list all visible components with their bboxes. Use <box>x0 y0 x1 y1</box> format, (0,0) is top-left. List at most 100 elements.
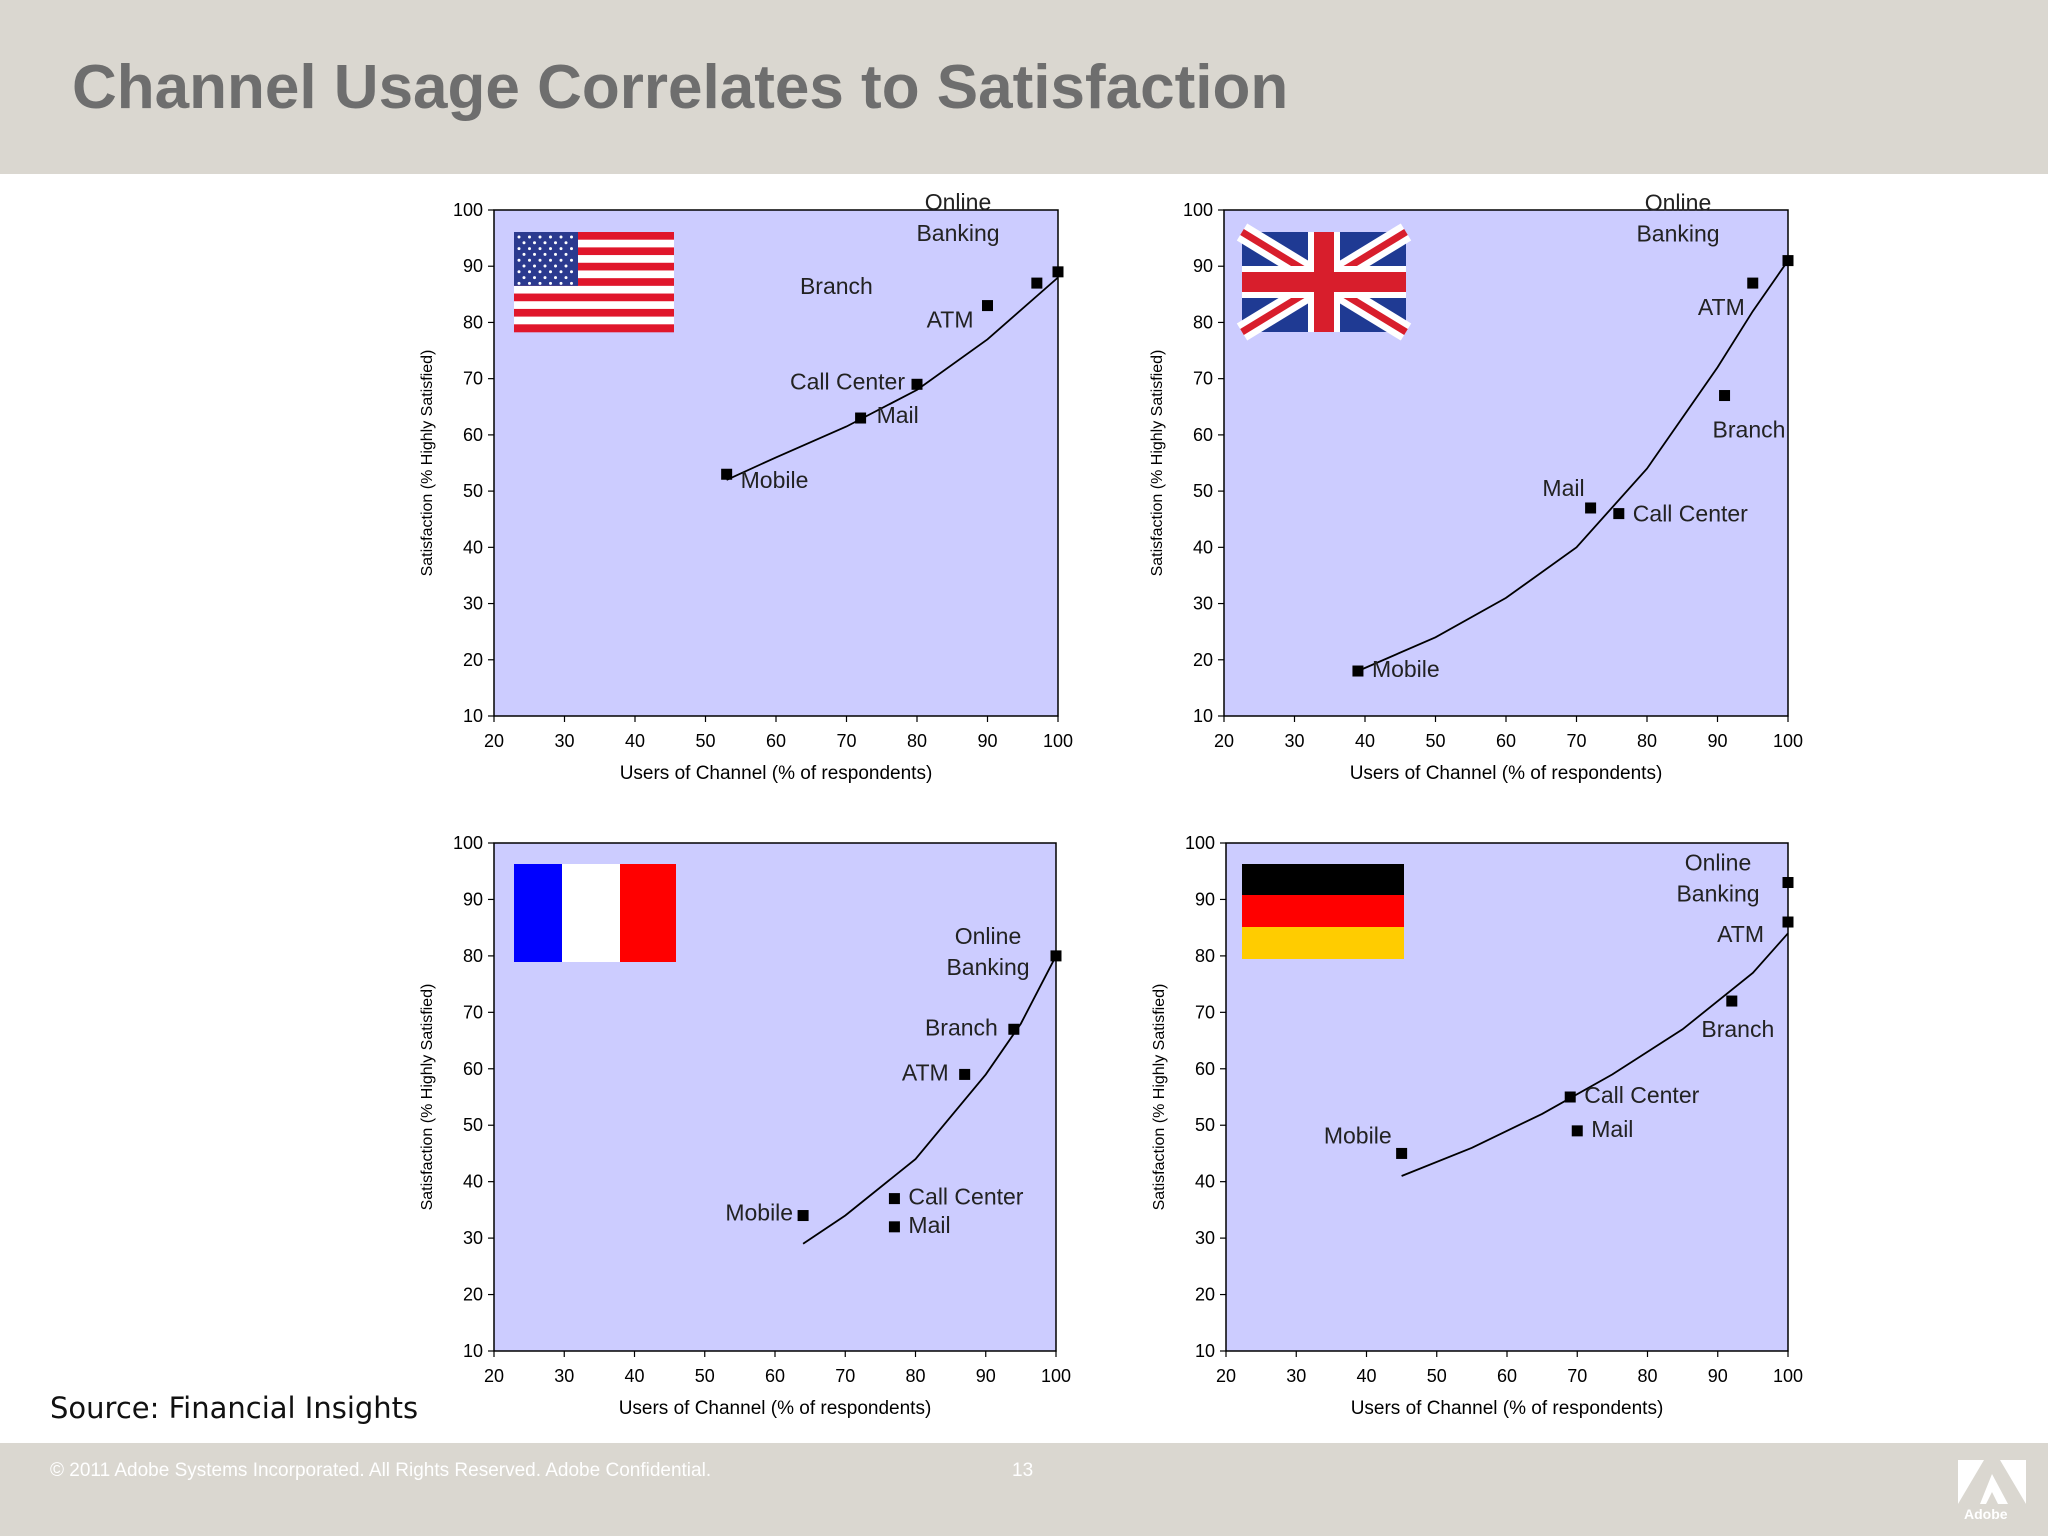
point-label-branch: Branch <box>1701 1016 1774 1042</box>
flag-band <box>1242 895 1404 927</box>
point-label-mobile: Mobile <box>741 467 809 493</box>
adobe-logo-icon <box>1958 1460 2026 1504</box>
point-label-call-center: Call Center <box>1633 501 1748 527</box>
point-label-online-banking: Online Banking <box>1676 850 1759 907</box>
x-axis-label: Users of Channel (% of respondents) <box>1351 1398 1664 1419</box>
y-tick-label: 30 <box>1195 1228 1215 1248</box>
y-tick-label: 90 <box>1193 256 1213 276</box>
x-tick-label: 80 <box>1637 731 1657 751</box>
x-tick-label: 20 <box>1216 1366 1236 1386</box>
flag-star <box>564 264 568 268</box>
point-label-mail: Mail <box>877 402 919 428</box>
flag-band <box>562 864 620 962</box>
y-axis-label: Satisfaction (% Highly Satisfied) <box>419 350 436 577</box>
y-tick-label: 40 <box>1193 537 1213 557</box>
x-axis-label: Users of Channel (% of respondents) <box>619 1398 932 1419</box>
flag-stripe <box>514 239 674 248</box>
point-label-atm: ATM <box>1717 921 1764 947</box>
y-axis-label: Satisfaction (% Highly Satisfied) <box>1149 350 1166 577</box>
y-tick-label: 10 <box>463 1341 483 1361</box>
flag-star <box>549 258 552 262</box>
x-tick-label: 50 <box>695 731 715 751</box>
page-title: Channel Usage Correlates to Satisfaction <box>72 53 1289 122</box>
data-point-mail <box>1585 502 1597 514</box>
y-tick-label: 40 <box>463 537 483 557</box>
y-tick-label: 10 <box>1195 1341 1215 1361</box>
y-tick-label: 60 <box>1193 425 1213 445</box>
data-point-mobile <box>797 1210 809 1222</box>
point-label-atm: ATM <box>902 1059 949 1085</box>
flag-star <box>549 270 552 274</box>
data-point-mail <box>888 1221 900 1233</box>
x-axis-label: Users of Channel (% of respondents) <box>620 763 933 784</box>
y-tick-label: 70 <box>1193 369 1213 389</box>
x-tick-label: 50 <box>1427 1366 1447 1386</box>
chart-france: 20 30 40 50 60 70 80 90 100102030405060708090100… <box>419 833 1071 1419</box>
flag-star <box>543 276 547 280</box>
point-label-call-center: Call Center <box>1584 1082 1699 1108</box>
y-tick-label: 20 <box>1193 650 1213 670</box>
data-point-online-banking <box>1782 877 1794 889</box>
flag-star <box>570 258 573 262</box>
flag-stripe <box>514 308 674 317</box>
flag-star <box>538 247 542 251</box>
x-tick-label: 50 <box>1425 731 1445 751</box>
y-tick-label: 20 <box>1195 1285 1215 1305</box>
flag-cross-red <box>1242 272 1406 292</box>
flag-band <box>1242 927 1404 959</box>
flag-star <box>564 276 568 280</box>
y-tick-label: 60 <box>1195 1059 1215 1079</box>
flag-star <box>522 241 526 245</box>
data-point-mail <box>1571 1125 1583 1137</box>
flag-star <box>570 247 573 251</box>
y-tick-label: 60 <box>463 1059 483 1079</box>
y-tick-label: 50 <box>463 481 483 501</box>
label-line: Banking <box>1676 881 1759 907</box>
x-tick-label: 90 <box>1707 731 1727 751</box>
data-point-branch <box>1719 390 1731 402</box>
data-point-branch <box>1726 995 1738 1007</box>
label-line: Banking <box>916 220 999 246</box>
flag-star <box>549 235 552 239</box>
flag-star <box>554 264 557 268</box>
label-line: Banking <box>946 954 1029 980</box>
x-tick-label: 60 <box>1497 1366 1517 1386</box>
y-tick-label: 30 <box>1193 594 1213 614</box>
x-tick-label: 30 <box>1284 731 1304 751</box>
adobe-wordmark: Adobe <box>1964 1506 2008 1522</box>
trend-line <box>802 955 1057 1245</box>
x-tick-label: 20 <box>1214 731 1234 751</box>
flag-star <box>543 252 547 256</box>
x-tick-label: 80 <box>1637 1366 1657 1386</box>
flag-star <box>543 264 547 268</box>
label-line: Online <box>1685 850 1751 876</box>
y-tick-label: 100 <box>453 833 483 853</box>
flag-star <box>528 247 531 251</box>
x-tick-label: 100 <box>1773 731 1803 751</box>
point-label-online-banking: Online Banking <box>1636 190 1719 247</box>
y-tick-label: 20 <box>463 650 483 670</box>
x-tick-label: 40 <box>624 1366 644 1386</box>
data-point-online-banking <box>1050 950 1062 962</box>
data-point-call-center <box>1613 508 1625 520</box>
flag-star <box>517 235 521 239</box>
flag-star <box>538 235 542 239</box>
flag-star <box>570 281 573 285</box>
flag-star <box>517 258 521 262</box>
y-tick-label: 70 <box>463 1002 483 1022</box>
data-point-mail <box>855 412 867 424</box>
data-point-atm <box>1747 277 1759 289</box>
flag-star <box>522 264 526 268</box>
flag-star <box>528 235 531 239</box>
flag-stripe <box>514 324 674 333</box>
point-label-call-center: Call Center <box>790 368 905 394</box>
y-tick-label: 60 <box>463 425 483 445</box>
y-tick-label: 90 <box>463 889 483 909</box>
flag-band <box>514 864 562 962</box>
flag-star <box>533 264 536 268</box>
x-tick-label: 70 <box>1566 731 1586 751</box>
x-tick-label: 80 <box>905 1366 925 1386</box>
trend-line <box>726 276 1059 481</box>
point-label-mail: Mail <box>908 1212 950 1238</box>
chart-germany: 20 30 40 50 60 70 80 90 100102030405060708090100… <box>1151 833 1803 1419</box>
